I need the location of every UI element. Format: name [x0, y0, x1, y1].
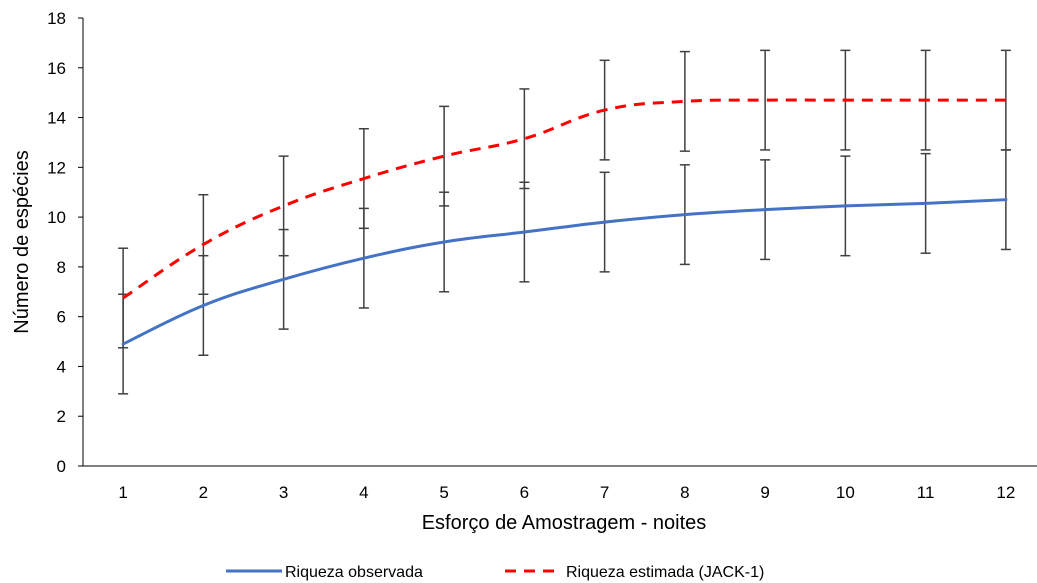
x-tick-label: 11 [917, 483, 935, 502]
x-tick-label: 9 [760, 483, 769, 502]
x-tick-label: 12 [996, 483, 1015, 502]
x-tick-label: 8 [680, 483, 689, 502]
series-line-estimated [122, 98, 1006, 300]
x-tick-label: 6 [520, 483, 529, 502]
y-tick-label: 4 [57, 357, 66, 376]
x-tick-label: 5 [439, 483, 448, 502]
series-line-observed [121, 198, 1008, 346]
x-axis-title: Esforço de Amostragem - noites [422, 512, 707, 534]
y-tick-label: 10 [47, 208, 66, 227]
error-bars [118, 49, 1011, 395]
y-tick-label: 6 [57, 308, 66, 327]
axes [78, 17, 1037, 467]
legend: Riqueza observada Riqueza estimada (JACK-… [226, 564, 764, 581]
x-tick-label: 3 [279, 483, 288, 502]
y-tick-label: 12 [47, 158, 66, 177]
y-tick-label: 14 [47, 109, 66, 128]
legend-label: Riqueza estimada (JACK-1) [566, 564, 764, 581]
y-tick-label: 0 [57, 457, 66, 476]
series-lines [121, 98, 1008, 346]
x-tick-label: 10 [836, 483, 855, 502]
y-tick-label: 18 [47, 9, 66, 28]
x-tick-label: 4 [359, 483, 368, 502]
x-tick-label: 7 [600, 483, 609, 502]
y-tick-label: 2 [57, 407, 66, 426]
y-tick-label: 8 [57, 258, 66, 277]
y-axis-title: Número de espécies [11, 150, 33, 333]
legend-label: Riqueza observada [285, 564, 423, 581]
y-tick-label: 16 [47, 59, 66, 78]
x-tick-label: 2 [199, 483, 208, 502]
x-tick-label: 1 [118, 483, 127, 502]
